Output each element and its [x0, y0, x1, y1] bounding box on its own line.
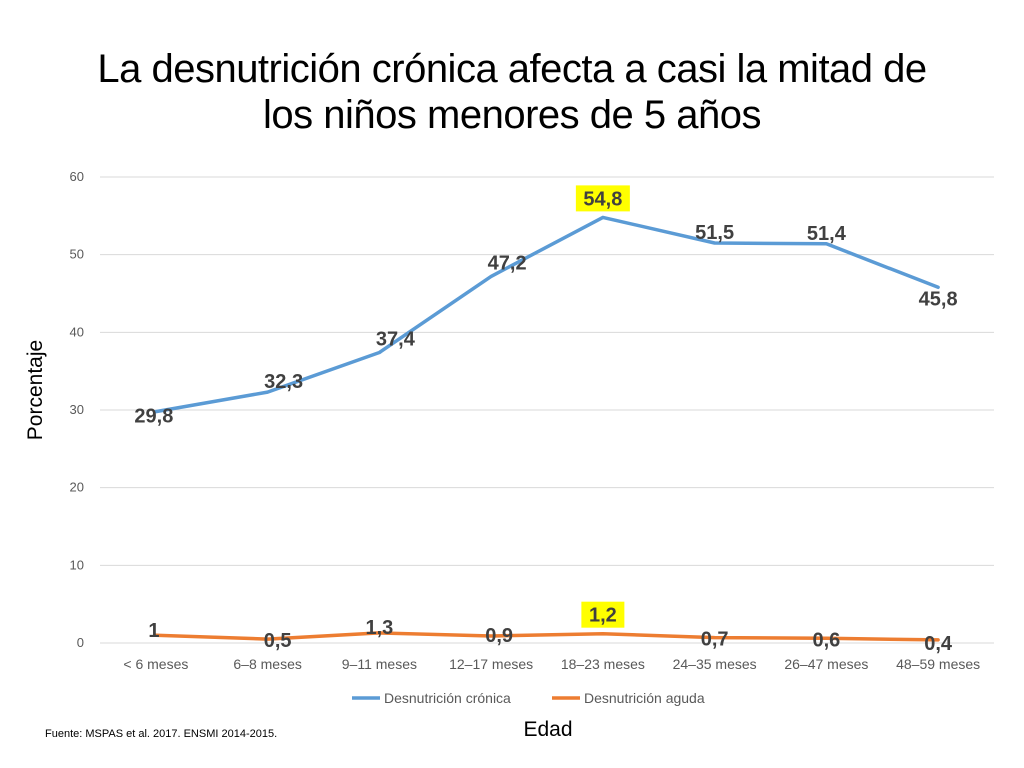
- title-line-2: los niños menores de 5 años: [263, 93, 761, 137]
- y-axis-title: Porcentaje: [24, 340, 47, 440]
- highlight-box: [581, 601, 625, 628]
- y-tick-label: 20: [70, 480, 84, 495]
- x-tick-label: 9–11 meses: [342, 656, 417, 672]
- x-axis-title: Edad: [523, 718, 572, 741]
- data-label: 37,4: [376, 329, 416, 351]
- data-label: 0,5: [264, 630, 292, 652]
- data-label: 32,3: [264, 371, 303, 393]
- x-tick-label: 12–17 meses: [449, 656, 533, 672]
- y-tick-label: 40: [70, 324, 84, 339]
- data-label: 1,2: [589, 605, 617, 627]
- legend-label: Desnutrición aguda: [584, 690, 705, 706]
- data-label: 1,3: [365, 617, 393, 639]
- data-label: 0,9: [485, 625, 513, 647]
- data-label: 51,4: [807, 223, 847, 245]
- data-label: 54,8: [583, 188, 622, 210]
- data-label: 1: [148, 620, 159, 642]
- series-line: [154, 215, 940, 414]
- data-label: 51,5: [695, 222, 734, 244]
- y-tick-label: 10: [70, 557, 84, 572]
- data-label: 0,7: [701, 629, 729, 651]
- x-tick-label: 18–23 meses: [561, 656, 645, 672]
- series-line: [154, 631, 940, 642]
- data-label: 0,6: [812, 629, 840, 651]
- x-tick-label: 6–8 meses: [233, 656, 301, 672]
- legend-label: Desnutrición crónica: [384, 690, 511, 706]
- data-label: 29,8: [134, 406, 173, 428]
- y-tick-label: 50: [70, 247, 84, 262]
- data-label: 45,8: [919, 288, 958, 310]
- data-label: 0,4: [924, 633, 953, 655]
- y-tick-label: 60: [70, 169, 84, 184]
- x-tick-label: < 6 meses: [123, 656, 188, 672]
- data-label: 47,2: [488, 252, 527, 274]
- x-tick-label: 48–59 meses: [896, 656, 980, 672]
- x-tick-label: 24–35 meses: [673, 656, 757, 672]
- source-note: Fuente: MSPAS et al. 2017. ENSMI 2014-20…: [45, 728, 278, 740]
- x-tick-label: 26–47 meses: [784, 656, 868, 672]
- slide-title: La desnutrición crónica afecta a casi la…: [40, 46, 984, 138]
- y-tick-label: 30: [70, 402, 84, 417]
- highlight-box: [575, 185, 630, 212]
- y-tick-label: 0: [77, 635, 84, 650]
- title-line-1: La desnutrición crónica afecta a casi la…: [97, 47, 927, 91]
